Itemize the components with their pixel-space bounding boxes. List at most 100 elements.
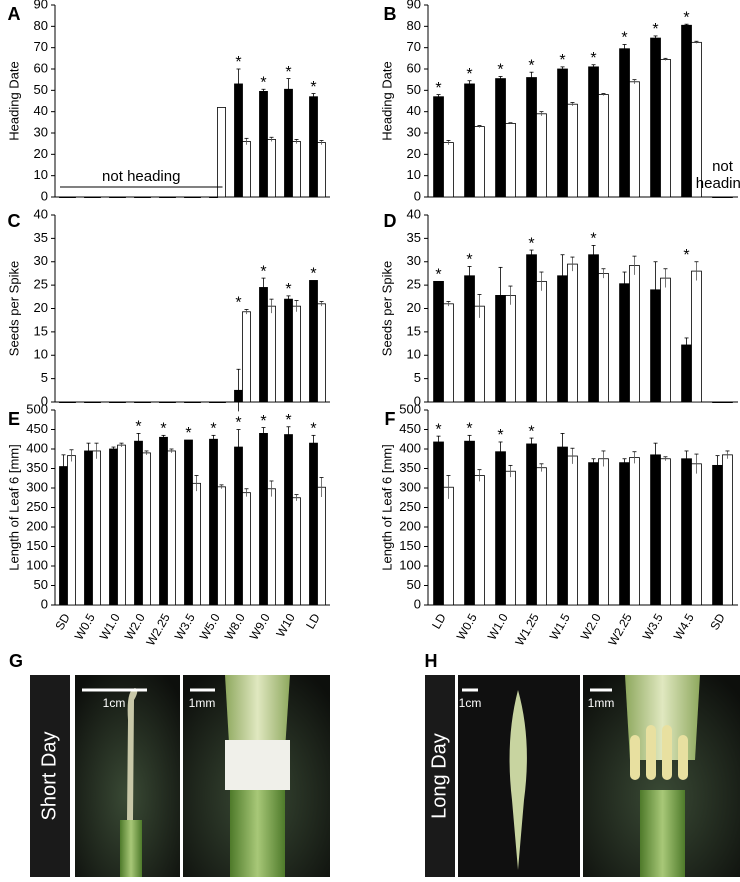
bar xyxy=(598,273,609,403)
bar xyxy=(134,440,143,606)
bar xyxy=(167,450,176,606)
bar xyxy=(267,138,276,198)
significance-mark: * xyxy=(310,79,316,96)
y-tick-label: 0 xyxy=(41,393,48,408)
x-tick-label: W4.5 xyxy=(671,611,697,643)
y-tick-label: 10 xyxy=(34,347,48,362)
y-tick-label: 0 xyxy=(41,188,48,203)
photo-detail xyxy=(630,735,640,780)
y-tick-label: 150 xyxy=(26,538,48,553)
bar xyxy=(598,458,609,606)
significance-mark: * xyxy=(285,281,291,298)
bar xyxy=(650,37,661,198)
bar xyxy=(234,83,243,198)
bar xyxy=(629,457,640,606)
bar xyxy=(267,305,276,403)
bar xyxy=(443,142,454,198)
bar xyxy=(681,344,692,403)
y-tick-label: 0 xyxy=(414,393,421,408)
bar xyxy=(317,303,326,403)
bar xyxy=(557,68,568,198)
bar xyxy=(650,454,661,606)
bar xyxy=(629,265,640,403)
y-tick-label: 20 xyxy=(407,146,421,161)
bar xyxy=(167,401,176,404)
bar xyxy=(184,196,193,199)
scale-label: 1cm xyxy=(459,696,482,710)
significance-mark: * xyxy=(466,252,472,269)
scale-label: 1mm xyxy=(588,696,615,710)
x-tick-label: W1.25 xyxy=(512,611,542,648)
bar xyxy=(712,196,723,199)
panel-letter: F xyxy=(385,409,396,429)
bar xyxy=(712,464,723,606)
bar xyxy=(67,196,76,199)
y-tick-label: 100 xyxy=(26,557,48,572)
bar xyxy=(567,103,578,198)
y-tick-label: 0 xyxy=(414,596,421,611)
bar xyxy=(464,440,475,606)
significance-mark: * xyxy=(652,21,658,38)
bar xyxy=(292,305,301,403)
bar xyxy=(433,96,444,198)
bar xyxy=(619,48,630,198)
bar xyxy=(464,83,475,198)
bar xyxy=(192,482,201,606)
y-tick-label: 450 xyxy=(26,421,48,436)
y-tick-label: 60 xyxy=(407,60,421,75)
panel-letter: H xyxy=(425,651,438,671)
x-tick-label: SD xyxy=(707,611,728,633)
y-tick-label: 400 xyxy=(399,440,421,455)
significance-mark: * xyxy=(528,423,534,440)
photo-detail xyxy=(225,675,290,760)
y-tick-label: 0 xyxy=(414,188,421,203)
significance-mark: * xyxy=(260,413,266,430)
bar xyxy=(292,497,301,606)
significance-mark: * xyxy=(435,421,441,438)
scale-label: 1cm xyxy=(103,696,126,710)
photo-detail xyxy=(509,690,527,870)
significance-mark: * xyxy=(497,427,503,444)
x-tick-label: W1.0 xyxy=(485,611,511,643)
panel-letter: D xyxy=(384,211,397,231)
y-tick-label: 90 xyxy=(407,0,421,11)
photo-detail xyxy=(120,820,142,877)
bar xyxy=(505,470,516,606)
bar xyxy=(142,196,151,199)
bar xyxy=(443,486,454,606)
bar xyxy=(159,436,168,606)
bar xyxy=(267,488,276,606)
panel-letter: B xyxy=(384,4,397,24)
x-tick-label: W3.5 xyxy=(640,611,666,643)
annotation: not heading xyxy=(102,168,180,185)
y-axis-label: Length of Leaf 6 [mm] xyxy=(379,444,394,570)
photo-detail xyxy=(127,688,138,820)
y-tick-label: 300 xyxy=(399,479,421,494)
y-tick-label: 0 xyxy=(41,596,48,611)
y-tick-label: 250 xyxy=(26,499,48,514)
y-tick-label: 10 xyxy=(407,347,421,362)
significance-mark: * xyxy=(621,30,627,47)
y-tick-label: 25 xyxy=(34,277,48,292)
significance-mark: * xyxy=(559,52,565,69)
significance-mark: * xyxy=(160,421,166,438)
y-tick-label: 50 xyxy=(407,577,421,592)
bar xyxy=(92,401,101,404)
bar xyxy=(259,432,268,606)
bar xyxy=(184,401,193,404)
y-tick-label: 70 xyxy=(34,39,48,54)
y-tick-label: 350 xyxy=(399,460,421,475)
x-tick-label: W2.0 xyxy=(122,611,148,643)
bar xyxy=(159,196,168,199)
significance-mark: * xyxy=(285,412,291,429)
significance-mark: * xyxy=(235,295,241,312)
significance-mark: * xyxy=(210,421,216,438)
bar xyxy=(117,196,126,199)
bar xyxy=(84,450,93,606)
bar xyxy=(109,401,118,404)
bar xyxy=(234,446,243,606)
bar xyxy=(619,462,630,606)
x-tick-label: W8.0 xyxy=(222,611,248,643)
